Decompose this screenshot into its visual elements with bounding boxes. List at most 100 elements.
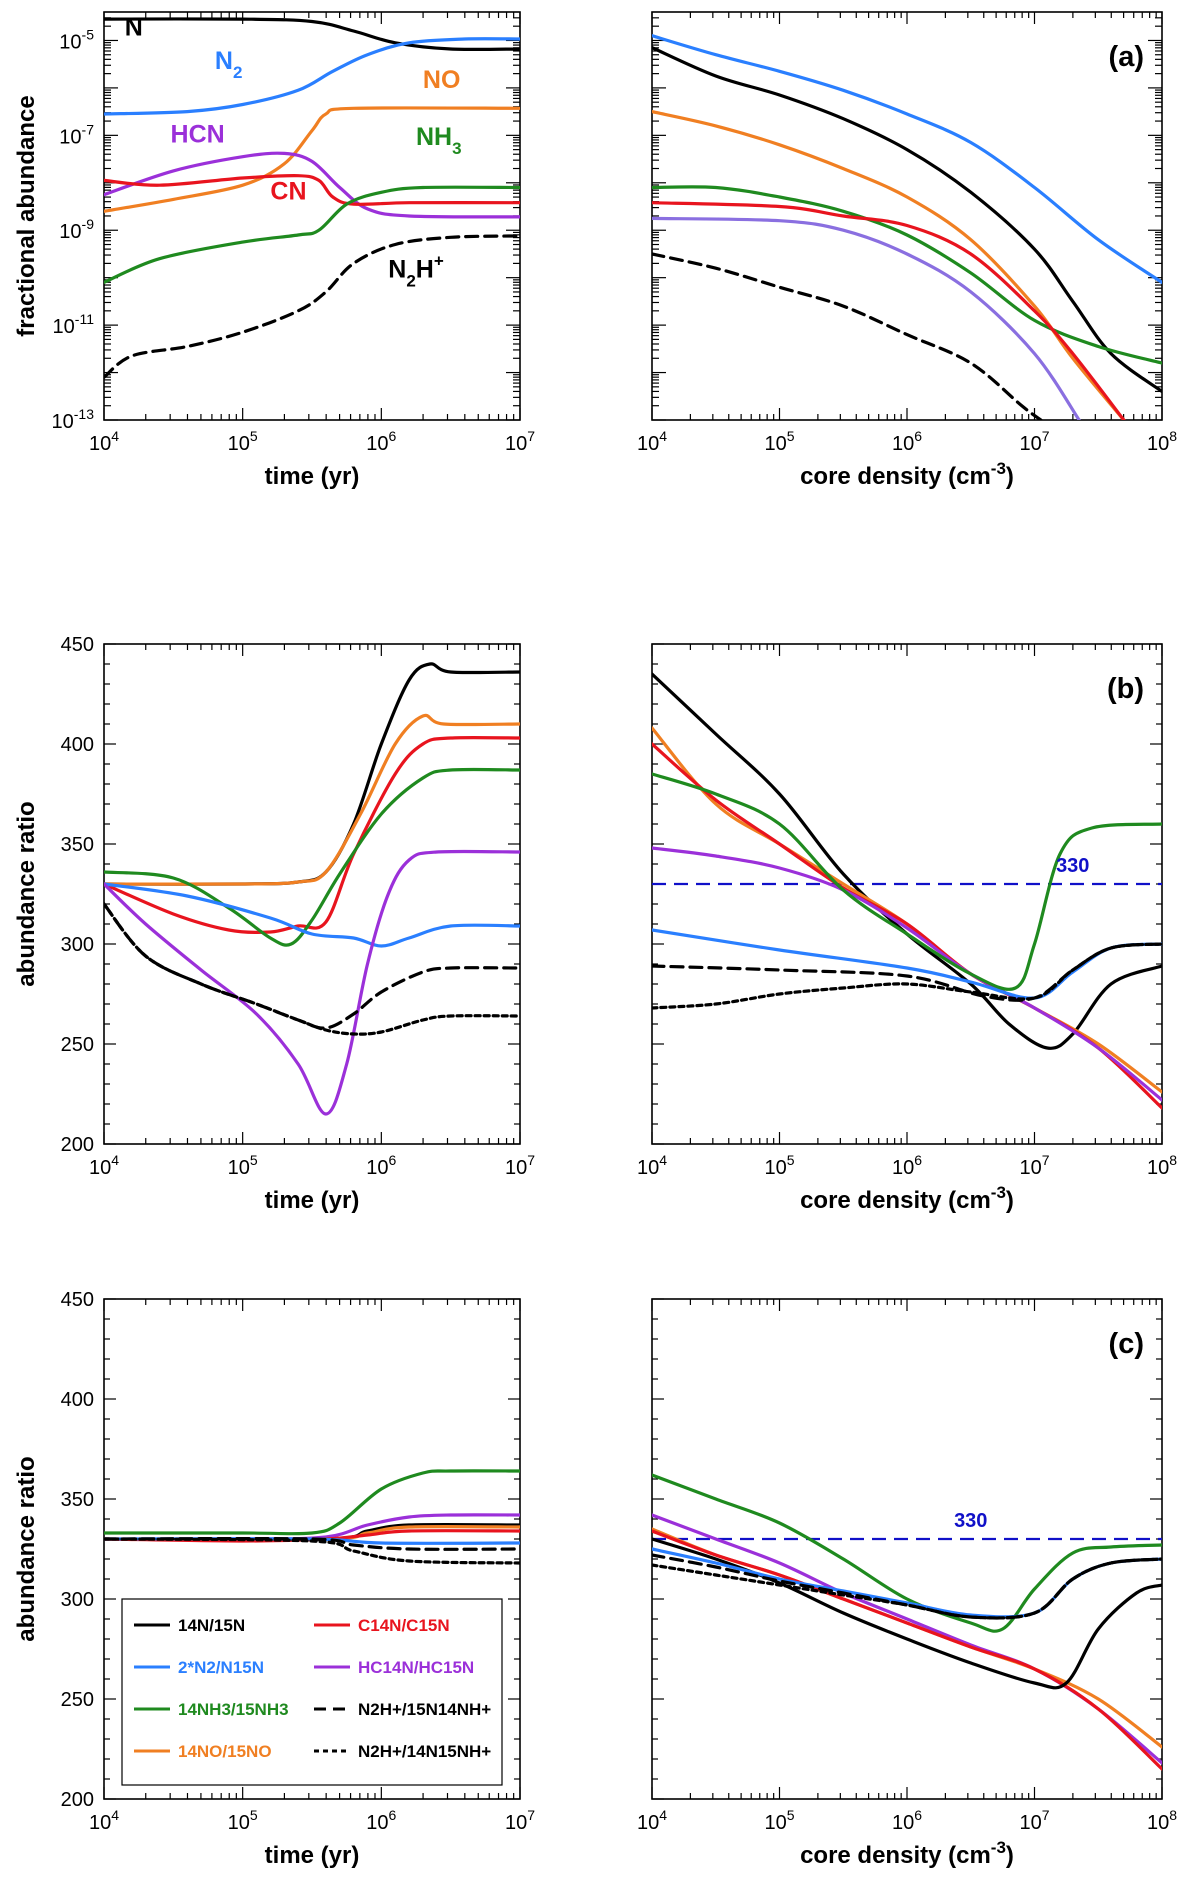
x-tick-label: 104 [637, 1152, 667, 1179]
x-tick-label: 108 [1147, 1807, 1177, 1834]
x-tick-label: 104 [89, 428, 119, 455]
y-tick-label: 400 [61, 734, 94, 756]
series-group [652, 672, 1162, 1110]
legend-label: N2H+/14N15NH+ [358, 1742, 491, 1761]
series-line-n2h-15n14nh- [652, 942, 1162, 1002]
x-tick-label: 106 [892, 1152, 922, 1179]
series-line-n [104, 17, 520, 52]
x-tick-label: 105 [228, 1807, 258, 1834]
panel-b-time: 104 105 106 107 450 400 350 300 250 200 time (yr) a… [13, 634, 535, 1214]
x-axis-label: core density (cm-3) [800, 1838, 1014, 1869]
legend-label: 2*N2/N15N [178, 1658, 264, 1677]
panel-label: (c) [1109, 1328, 1144, 1360]
series-line-14n-15n [652, 1537, 1162, 1690]
x-tick-label: 106 [366, 1807, 396, 1834]
series-line-14nh3-15nh3 [652, 1473, 1162, 1633]
series-line-n2h- [652, 252, 1043, 420]
x-axis-label: core density (cm-3) [800, 459, 1014, 490]
x-tick-label: 104 [637, 428, 667, 455]
series-line-c14n-c15n [104, 735, 520, 935]
series-line-cn [652, 201, 1126, 420]
legend-box [121, 1598, 503, 1786]
species-label: N2H+ [388, 252, 444, 291]
x-tick-label: 106 [892, 428, 922, 455]
y-tick-label: 10-9 [59, 216, 94, 243]
x-tick-label: 104 [89, 1152, 119, 1179]
species-label: NO [423, 66, 461, 94]
y-tick-label: 300 [61, 934, 94, 956]
y-tick-label: 10-13 [52, 406, 95, 433]
series-group [104, 17, 520, 379]
y-tick-label: 200 [61, 1789, 94, 1811]
x-axis-label: time (yr) [265, 1842, 360, 1869]
y-tick-label: 450 [61, 634, 94, 656]
series-line-2-n2-n15n [652, 928, 1162, 1000]
legend-label: N2H+/15N14NH+ [358, 1700, 491, 1719]
x-tick-label: 107 [1019, 1152, 1049, 1179]
y-axis-label: fractional abundance [13, 95, 40, 336]
x-tick-label: 107 [505, 1807, 535, 1834]
x-tick-label: 104 [637, 1807, 667, 1834]
series-line-2-n2-n15n [104, 882, 520, 948]
y-tick-label: 10-11 [53, 311, 95, 338]
x-tick-label: 107 [1019, 1807, 1049, 1834]
y-tick-label: 10-7 [59, 121, 94, 148]
y-tick-label: 450 [61, 1289, 94, 1311]
x-tick-label: 105 [764, 428, 794, 455]
series-group [652, 1473, 1162, 1771]
y-tick-label: 400 [61, 1389, 94, 1411]
series-line-n [652, 46, 1162, 394]
series-line-14no-15no [104, 713, 520, 886]
x-axis-label: time (yr) [265, 1187, 360, 1214]
panels-root: 104 105 106 107 10-5 10-7 10-9 10-11 10-13 time (… [13, 11, 1177, 1869]
x-tick-label: 107 [1019, 428, 1049, 455]
legend-label: C14N/C15N [358, 1616, 450, 1635]
y-axis-label: abundance ratio [13, 1456, 40, 1641]
y-tick-label: 350 [61, 1489, 94, 1511]
species-label: N [125, 14, 143, 42]
y-tick-label: 10-5 [59, 26, 94, 53]
series-group [104, 1469, 520, 1565]
y-tick-label: 250 [61, 1034, 94, 1056]
series-line-nh3 [652, 185, 1162, 365]
series-line-no [104, 106, 520, 213]
y-tick-label: 250 [61, 1689, 94, 1711]
series-line-n2h-14n15nh- [104, 1537, 520, 1565]
series-line-hcn [104, 151, 520, 219]
legend-label: 14NH3/15NH3 [178, 1700, 289, 1719]
y-tick-label: 350 [61, 834, 94, 856]
x-tick-label: 107 [505, 428, 535, 455]
reference-line-label: 330 [954, 1510, 987, 1532]
y-tick-label: 200 [61, 1134, 94, 1156]
series-line-n2h-15n14nh- [104, 902, 520, 1030]
x-tick-label: 107 [505, 1152, 535, 1179]
series-group [652, 34, 1162, 420]
series-line-n2h- [104, 234, 520, 379]
series-line-n2 [104, 37, 520, 116]
legend-label: 14N/15N [178, 1616, 245, 1635]
series-line-14nh3-15nh3 [104, 1469, 520, 1536]
plot-frame [651, 643, 1163, 1145]
plot-frame [103, 1298, 521, 1800]
x-tick-label: 106 [366, 428, 396, 455]
legend-label: HC14N/HC15N [358, 1658, 474, 1677]
series-line-c14n-c15n [652, 1529, 1162, 1771]
x-tick-label: 106 [892, 1807, 922, 1834]
x-axis-label: core density (cm-3) [800, 1183, 1014, 1214]
series-line-cn [104, 174, 520, 206]
x-tick-label: 105 [764, 1807, 794, 1834]
x-tick-label: 105 [228, 428, 258, 455]
x-tick-label: 105 [764, 1152, 794, 1179]
x-axis-label: time (yr) [265, 463, 360, 490]
series-line-n2 [652, 34, 1162, 284]
plot-frame [103, 643, 521, 1145]
x-tick-label: 108 [1147, 428, 1177, 455]
series-line-14n-15n [652, 672, 1162, 1050]
series-group [104, 662, 520, 1116]
series-line-n2h-14n15nh- [652, 1557, 1162, 1620]
y-axis-label: abundance ratio [13, 801, 40, 986]
series-line-no [652, 110, 1126, 420]
panel-b-density: 104 105 106 107 108 core density (cm-3) (b) 330 [637, 643, 1177, 1214]
panel-label: (a) [1109, 41, 1144, 73]
series-line-hc14n-hc15n [652, 846, 1162, 1102]
